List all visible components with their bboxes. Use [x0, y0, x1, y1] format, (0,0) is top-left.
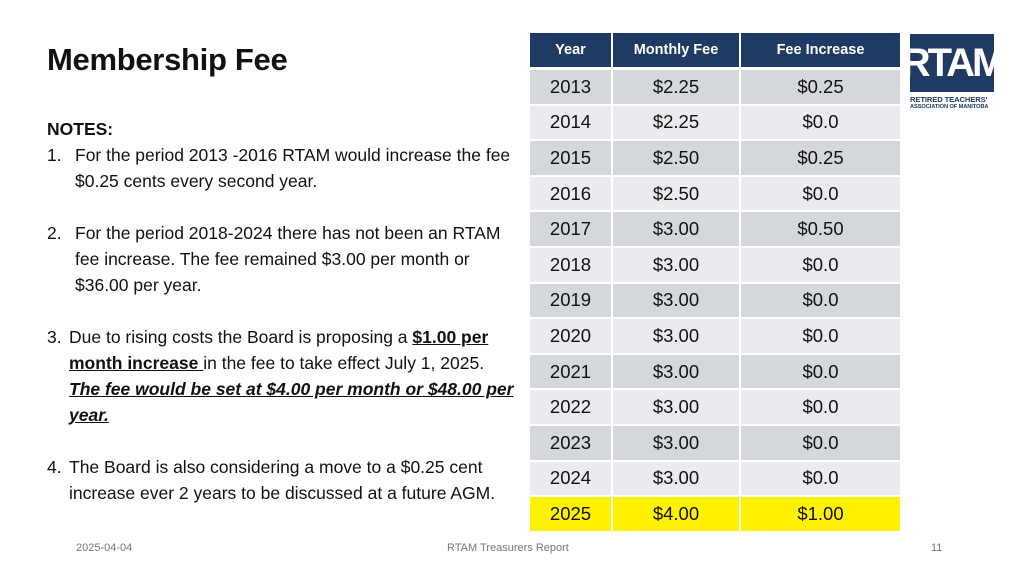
cell-fee-increase: $0.0	[740, 459, 900, 497]
note-number: 3.	[47, 327, 62, 347]
cell-monthly-fee: $3.00	[612, 352, 741, 390]
cell-year: 2021	[530, 352, 613, 390]
cell-fee-increase: $0.0	[740, 388, 900, 425]
cell-monthly-fee: $3.00	[612, 388, 741, 425]
logo-letters: RTAM	[901, 41, 1006, 85]
cell-fee-increase: $0.0	[740, 423, 900, 461]
table-row: 2020 $3.00 $0.0	[530, 317, 900, 354]
note-text: For the period 2018-2024 there has not b…	[75, 223, 501, 295]
table-row: 2019 $3.00 $0.0	[530, 281, 900, 319]
table-row: 2023 $3.00 $0.0	[530, 423, 900, 461]
cell-fee-increase: $0.25	[740, 139, 900, 176]
table-row: 2022 $3.00 $0.0	[530, 388, 900, 425]
note-2: 2. For the period 2018-2024 there has no…	[47, 220, 517, 298]
note-1: 1. For the period 2013 -2016 RTAM would …	[47, 142, 517, 194]
cell-monthly-fee: $3.00	[612, 459, 741, 497]
note-text-part: Due to rising costs the Board is proposi…	[69, 327, 413, 347]
cell-monthly-fee: $2.50	[612, 174, 741, 212]
cell-fee-increase: $0.25	[740, 66, 900, 105]
cell-fee-increase: $0.0	[740, 281, 900, 319]
cell-fee-increase: $0.0	[740, 245, 900, 283]
cell-monthly-fee: $3.00	[612, 317, 741, 354]
cell-year: 2025	[530, 495, 613, 531]
note-4: 4. The Board is also considering a move …	[47, 454, 517, 506]
header-fee-increase: Fee Increase	[740, 33, 900, 69]
cell-year: 2020	[530, 317, 613, 354]
logo-line-2: ASSOCIATION OF MANITOBA	[910, 104, 989, 110]
cell-year: 2017	[530, 210, 613, 247]
cell-year: 2024	[530, 459, 613, 497]
cell-monthly-fee: $4.00	[612, 495, 741, 531]
table-row: 2014 $2.25 $0.0	[530, 103, 900, 141]
table-row: 2016 $2.50 $0.0	[530, 174, 900, 212]
table-row: 2021 $3.00 $0.0	[530, 352, 900, 390]
table-row: 2018 $3.00 $0.0	[530, 245, 900, 283]
cell-fee-increase: $0.0	[740, 174, 900, 212]
page-number: 11	[931, 542, 943, 554]
cell-year: 2014	[530, 103, 613, 141]
note-text: For the period 2013 -2016 RTAM would inc…	[75, 145, 511, 191]
cell-monthly-fee: $3.00	[612, 281, 741, 319]
cell-fee-increase: $1.00	[740, 495, 900, 531]
note-text-part: in the fee to take effect July 1, 2025.	[203, 353, 485, 373]
footer-date: 2025-04-04	[76, 542, 133, 554]
cell-year: 2015	[530, 139, 613, 176]
cell-year: 2022	[530, 388, 613, 425]
cell-year: 2016	[530, 174, 613, 212]
cell-year: 2018	[530, 245, 613, 283]
cell-year: 2019	[530, 281, 613, 319]
table-header-row: Year Monthly Fee Fee Increase	[530, 33, 900, 69]
cell-fee-increase: $0.0	[740, 317, 900, 354]
table-row: 2013 $2.25 $0.25	[530, 66, 900, 105]
note-number: 2.	[47, 223, 62, 243]
logo-badge: RTAM	[902, 34, 1005, 92]
table-body: 2013 $2.25 $0.25 2014 $2.25 $0.0 2015 $2.50 $0.2…	[530, 66, 900, 531]
table-row: 2015 $2.50 $0.25	[530, 139, 900, 176]
proposed-increase-emphasis: $1.00 per month increase	[69, 327, 489, 373]
header-monthly-fee: Monthly Fee	[612, 33, 741, 69]
cell-monthly-fee: $2.25	[612, 103, 741, 141]
cell-year: 2013	[530, 66, 613, 105]
footer-title: RTAM Treasurers Report	[447, 542, 569, 554]
table-row: 2025 $4.00 $1.00	[530, 495, 900, 531]
table-row: 2024 $3.00 $0.0	[530, 459, 900, 497]
cell-fee-increase: $0.0	[740, 352, 900, 390]
note-text: Due to rising costs the Board is proposi…	[69, 324, 517, 428]
note-number: 1.	[47, 145, 62, 165]
logo-line-1: RETIRED TEACHERS'	[910, 95, 988, 104]
cell-monthly-fee: $3.00	[612, 423, 741, 461]
fee-table: Year Monthly Fee Fee Increase 2013 $2.25 $…	[530, 33, 900, 531]
cell-fee-increase: $0.0	[740, 103, 900, 141]
cell-monthly-fee: $2.25	[612, 66, 741, 105]
cell-monthly-fee: $3.00	[612, 245, 741, 283]
cell-year: 2023	[530, 423, 613, 461]
note-number: 4.	[47, 457, 62, 477]
note-3: 3. Due to rising costs the Board is prop…	[47, 324, 517, 428]
new-fee-emphasis: The fee would be set at $4.00 per month …	[69, 379, 514, 425]
notes-heading: NOTES:	[47, 119, 114, 139]
cell-monthly-fee: $3.00	[612, 210, 741, 247]
rtam-logo: RTAM RETIRED TEACHERS' ASSOCIATION OF MA…	[902, 34, 1005, 112]
table-row: 2017 $3.00 $0.50	[530, 210, 900, 247]
notes-section: NOTES: 1. For the period 2013 -2016 RTAM…	[47, 116, 517, 506]
cell-fee-increase: $0.50	[740, 210, 900, 247]
slide-title: Membership Fee	[47, 42, 288, 77]
note-text: The Board is also considering a move to …	[69, 457, 496, 503]
cell-monthly-fee: $2.50	[612, 139, 741, 176]
header-year: Year	[530, 33, 613, 69]
